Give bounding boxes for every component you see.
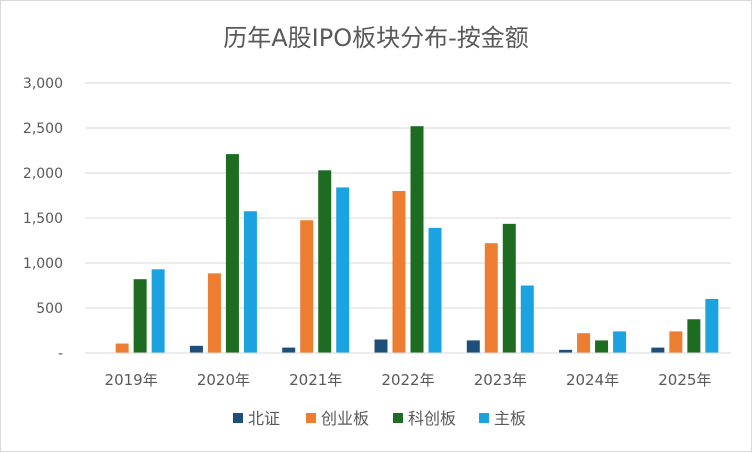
x-tick-label: 2024年 — [566, 371, 619, 389]
legend-swatch-创业板 — [306, 413, 316, 423]
legend-label: 主板 — [494, 409, 526, 428]
bar-主板-2024年 — [613, 331, 627, 353]
bar-科创板-2020年 — [225, 154, 239, 353]
bar-北证-2025年 — [651, 347, 665, 353]
bar-科创板-2021年 — [318, 170, 332, 353]
bar-科创板-2019年 — [133, 279, 147, 353]
bars — [115, 126, 719, 353]
legend-label: 科创板 — [408, 409, 456, 428]
bar-主板-2025年 — [705, 299, 719, 353]
y-tick-label: 2,500 — [23, 121, 63, 137]
bar-北证-2022年 — [374, 339, 388, 353]
x-axis-ticks: 2019年 2020年 2021年 2022年 2023年 2024年 2025年 — [85, 352, 731, 389]
legend-swatch-北证 — [233, 413, 243, 423]
x-tick-label: 2021年 — [289, 371, 342, 389]
bar-创业板-2024年 — [577, 333, 591, 353]
legend-label: 北证 — [248, 409, 280, 428]
bar-创业板-2019年 — [115, 343, 129, 353]
bar-北证-2020年 — [189, 345, 203, 353]
legend-swatch-主板 — [479, 413, 489, 423]
bar-主板-2020年 — [243, 211, 257, 353]
y-tick-label: 1,000 — [23, 256, 63, 272]
bar-北证-2021年 — [282, 347, 296, 353]
gridlines — [85, 82, 731, 354]
x-tick-label: 2019年 — [105, 371, 158, 389]
bar-主板-2022年 — [428, 227, 442, 353]
y-tick-label: 2,000 — [23, 166, 63, 182]
y-axis-ticks: - 500 1,000 1,500 2,000 2,500 3,000 — [23, 76, 63, 362]
x-tick-label: 2023年 — [474, 371, 527, 389]
bar-创业板-2023年 — [484, 243, 498, 353]
bar-科创板-2025年 — [687, 319, 701, 353]
x-tick-label: 2025年 — [658, 371, 711, 389]
legend-label: 创业板 — [321, 409, 369, 428]
x-tick-label: 2020年 — [197, 371, 250, 389]
y-tick-label: - — [58, 346, 63, 362]
bar-主板-2023年 — [520, 285, 534, 353]
y-tick-label: 1,500 — [23, 211, 63, 227]
bar-创业板-2021年 — [300, 220, 314, 353]
bar-主板-2019年 — [151, 269, 165, 353]
y-tick-label: 500 — [36, 301, 63, 317]
bar-北证-2024年 — [559, 349, 573, 353]
legend: 北证 创业板 科创板 主板 — [233, 409, 526, 428]
bar-科创板-2024年 — [595, 340, 609, 353]
chart-title: 历年A股IPO板块分布-按金额 — [223, 24, 529, 52]
legend-swatch-科创板 — [393, 413, 403, 423]
bar-科创板-2022年 — [410, 126, 424, 353]
bar-主板-2021年 — [336, 187, 350, 353]
y-tick-label: 3,000 — [23, 76, 63, 92]
bar-创业板-2020年 — [207, 273, 221, 353]
bar-创业板-2025年 — [669, 331, 683, 353]
bar-创业板-2022年 — [392, 191, 406, 353]
bar-北证-2023年 — [466, 340, 480, 353]
bar-科创板-2023年 — [502, 223, 516, 353]
x-tick-label: 2022年 — [381, 371, 434, 389]
